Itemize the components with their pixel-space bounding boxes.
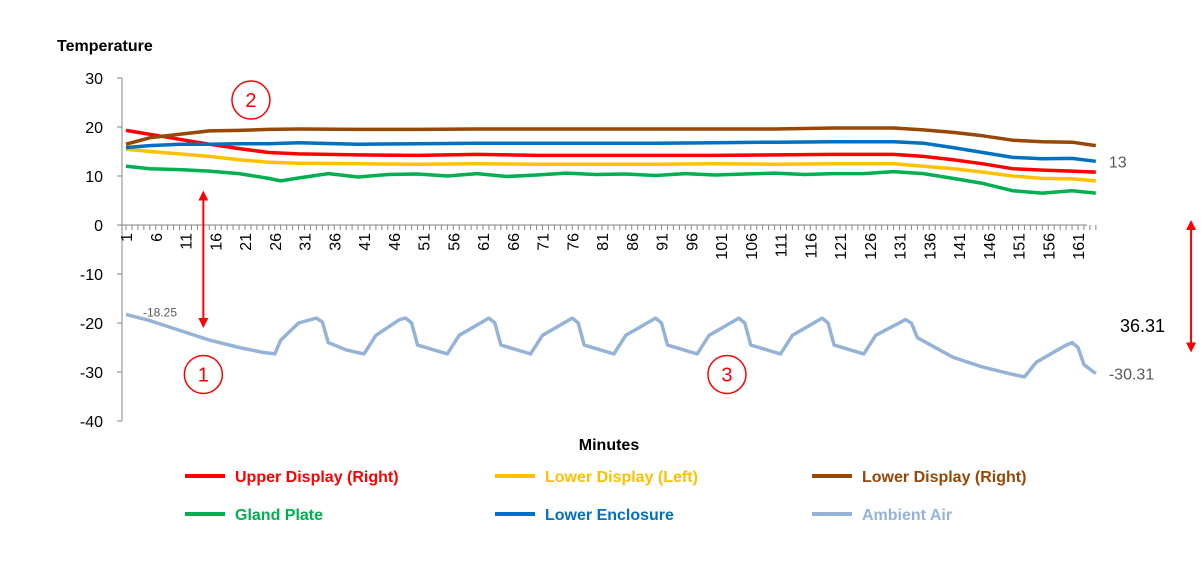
y-tick-label: -10 bbox=[80, 267, 103, 284]
x-tick-label: 46 bbox=[387, 233, 404, 251]
x-tick-label: 161 bbox=[1071, 233, 1088, 260]
marker-number: 2 bbox=[245, 90, 256, 112]
legend-item: Lower Display (Right) bbox=[812, 469, 1026, 486]
series-line-gland-plate bbox=[125, 164, 1096, 195]
x-tick-label: 21 bbox=[238, 233, 255, 251]
x-tick-label: 16 bbox=[208, 233, 225, 251]
legend-label: Lower Display (Right) bbox=[862, 469, 1026, 486]
series-line-lower-enclosure bbox=[125, 139, 1097, 164]
x-tick-label: 126 bbox=[863, 233, 880, 260]
x-tick-label: 51 bbox=[417, 233, 434, 251]
y-tick-label: -30 bbox=[80, 365, 103, 382]
legend-label: Ambient Air bbox=[862, 507, 952, 524]
x-tick-label: 136 bbox=[922, 233, 939, 260]
x-tick-label: 91 bbox=[655, 233, 672, 251]
annotations: 36.311234 bbox=[183, 80, 1197, 395]
series-line-lower-display-right bbox=[125, 126, 1097, 148]
x-tick-label: 41 bbox=[357, 233, 374, 251]
legend-item: Gland Plate bbox=[185, 507, 323, 524]
series-line-ambient-air bbox=[125, 312, 1097, 379]
series-layer bbox=[125, 126, 1097, 379]
y-tick-label: -20 bbox=[80, 316, 103, 333]
legend-item: Lower Display (Left) bbox=[495, 469, 698, 486]
series-line-upper-display-right bbox=[125, 128, 1096, 174]
marker-circle bbox=[231, 80, 271, 120]
data-label: -18.25 bbox=[143, 305, 177, 319]
legend-label: Upper Display (Right) bbox=[235, 469, 399, 486]
data-label: -30.31 bbox=[1109, 367, 1154, 384]
marker-circle bbox=[707, 354, 747, 395]
x-tick-label: 6 bbox=[149, 233, 166, 242]
y-tick-label: 30 bbox=[85, 71, 103, 88]
x-tick-label: 141 bbox=[952, 233, 969, 260]
x-tick-label: 31 bbox=[298, 233, 315, 251]
x-tick-label: 36 bbox=[327, 233, 344, 251]
x-tick-label: 131 bbox=[893, 233, 910, 260]
x-tick-label: 1 bbox=[119, 233, 136, 242]
y-tick-label: 10 bbox=[85, 169, 103, 186]
x-tick-label: 26 bbox=[268, 233, 285, 251]
x-tick-label: 101 bbox=[714, 233, 731, 260]
data-label: 13 bbox=[1109, 154, 1127, 171]
x-tick-label: 56 bbox=[446, 233, 463, 251]
x-tick-label: 146 bbox=[982, 233, 999, 260]
x-tick-label: 11 bbox=[179, 233, 196, 250]
x-tick-label: 86 bbox=[625, 233, 642, 251]
series-line-lower-display-left bbox=[125, 147, 1096, 183]
marker-number: 3 bbox=[721, 364, 732, 386]
marker-circle bbox=[183, 354, 224, 395]
legend-label: Lower Display (Left) bbox=[545, 469, 698, 486]
x-axis-title: Minutes bbox=[579, 437, 640, 454]
legend-item: Ambient Air bbox=[812, 507, 952, 524]
legend: Upper Display (Right) Lower Display (Left… bbox=[185, 469, 1026, 524]
legend-item: Upper Display (Right) bbox=[185, 469, 399, 486]
x-tick-label: 116 bbox=[803, 233, 820, 259]
y-tick-label: 0 bbox=[94, 218, 103, 235]
x-tick-label: 66 bbox=[506, 233, 523, 251]
y-tick-label: 20 bbox=[85, 120, 103, 137]
x-tick-label: 76 bbox=[565, 233, 582, 251]
x-tick-label: 156 bbox=[1041, 233, 1058, 260]
marker-number: 1 bbox=[198, 364, 209, 386]
x-tick-label: 71 bbox=[536, 233, 553, 251]
delta-label: 36.31 bbox=[1120, 316, 1165, 336]
legend-label: Gland Plate bbox=[235, 507, 323, 524]
legend-label: Lower Enclosure bbox=[545, 507, 674, 524]
x-tick-label: 151 bbox=[1012, 233, 1029, 260]
x-tick-label: 81 bbox=[595, 233, 612, 251]
y-tick-label: -40 bbox=[80, 414, 103, 431]
x-tick-label: 111 bbox=[774, 233, 791, 257]
x-axis: 1 6 11 16 21 26 31 36 41 46 51 56 61 66 71 76 81 86 91 96 10… bbox=[119, 224, 1097, 260]
x-tick-label: 61 bbox=[476, 233, 493, 251]
x-tick-label: 121 bbox=[833, 233, 850, 260]
x-tick-label: 106 bbox=[744, 233, 761, 260]
legend-item: Lower Enclosure bbox=[495, 507, 674, 524]
y-axis-title: Temperature bbox=[57, 38, 153, 55]
y-axis: 30 20 10 0 -10 -20 -30 -40 bbox=[80, 71, 123, 431]
x-tick-label: 96 bbox=[684, 233, 701, 251]
